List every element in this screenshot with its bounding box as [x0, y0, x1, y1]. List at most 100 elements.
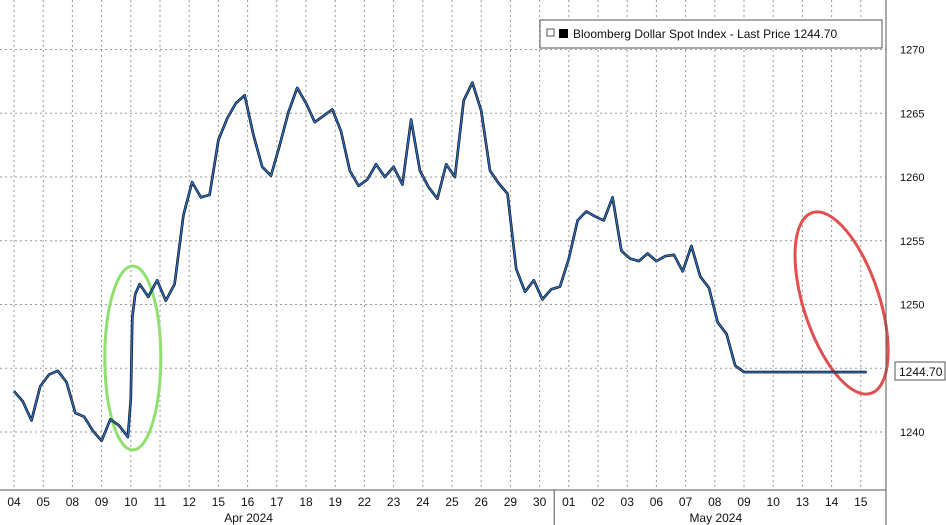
data-point — [165, 300, 167, 302]
x-tick-label: 12 — [183, 495, 197, 509]
x-tick-label: 09 — [95, 495, 109, 509]
data-point — [375, 163, 377, 165]
data-point — [305, 102, 307, 104]
legend-expand-icon[interactable] — [546, 28, 555, 37]
data-point — [559, 286, 561, 288]
x-tick-label: 19 — [329, 495, 343, 509]
x-tick-label: 18 — [299, 495, 313, 509]
data-point — [515, 268, 517, 270]
data-point — [384, 176, 386, 178]
data-point — [393, 166, 395, 168]
x-tick-label: 16 — [241, 495, 255, 509]
data-point — [147, 296, 149, 298]
data-point — [857, 371, 859, 373]
data-point — [410, 119, 412, 121]
data-point — [629, 258, 631, 260]
data-point — [436, 198, 438, 200]
data-point — [235, 102, 237, 104]
data-point — [813, 371, 815, 373]
data-point — [743, 371, 745, 373]
x-tick-label: 08 — [708, 495, 722, 509]
x-tick-label: 17 — [270, 495, 284, 509]
data-point — [296, 87, 298, 89]
data-point — [831, 371, 833, 373]
data-point — [445, 163, 447, 165]
data-point — [66, 381, 68, 383]
data-point — [717, 321, 719, 323]
x-tick-label: 10 — [767, 495, 781, 509]
x-tick-label: 24 — [416, 495, 430, 509]
data-point — [252, 134, 254, 136]
x-tick-label: 06 — [650, 495, 664, 509]
x-tick-label: 01 — [562, 495, 576, 509]
data-point — [156, 279, 158, 281]
x-tick-label: 03 — [621, 495, 635, 509]
data-point — [796, 371, 798, 373]
data-point — [182, 214, 184, 216]
data-point — [822, 371, 824, 373]
data-point — [690, 245, 693, 247]
x-tick-label: 08 — [66, 495, 80, 509]
annotation-ellipse — [793, 210, 890, 396]
data-point — [174, 283, 176, 285]
x-tick-label: 07 — [679, 495, 693, 509]
data-point — [322, 115, 325, 117]
y-tick-label: 1255 — [900, 236, 924, 248]
x-tick-label: 15 — [854, 495, 868, 509]
data-point — [533, 279, 535, 281]
data-point — [848, 371, 850, 373]
data-point — [664, 255, 666, 257]
month-label: May 2024 — [689, 511, 742, 525]
x-tick-label: 29 — [504, 495, 518, 509]
data-point — [708, 287, 710, 289]
data-point — [314, 121, 316, 123]
data-point — [471, 82, 473, 84]
x-tick-label: 04 — [7, 495, 21, 509]
data-point — [139, 283, 141, 285]
data-point — [839, 371, 842, 373]
last-value-tag: 1244.70 — [894, 361, 946, 381]
data-point — [13, 390, 15, 392]
data-point — [30, 419, 33, 422]
data-point — [217, 139, 219, 141]
data-point — [638, 260, 640, 262]
data-point — [778, 371, 780, 373]
data-point — [480, 110, 482, 112]
data-point — [594, 215, 596, 218]
y-tick-label: 1250 — [900, 300, 924, 312]
data-point — [620, 250, 623, 252]
data-point — [279, 144, 281, 146]
data-point — [118, 425, 120, 427]
data-point — [752, 371, 754, 373]
data-point — [226, 117, 228, 119]
x-tick-label: 09 — [737, 495, 751, 509]
data-point — [568, 258, 570, 260]
y-tick-label: 1265 — [900, 108, 924, 120]
data-point — [612, 196, 614, 198]
data-point — [463, 99, 465, 102]
month-label: Apr 2024 — [224, 511, 273, 525]
data-point — [401, 184, 403, 186]
data-point — [419, 170, 421, 172]
data-point — [92, 430, 94, 432]
x-tick-label: 23 — [387, 495, 401, 509]
data-point — [734, 365, 736, 367]
x-tick-label: 02 — [591, 495, 605, 509]
data-point — [769, 371, 771, 373]
data-point — [331, 108, 333, 110]
data-point — [541, 298, 544, 300]
data-point — [699, 275, 701, 277]
data-point — [244, 94, 246, 96]
last-value-label: 1244.70 — [899, 365, 943, 379]
data-point — [550, 288, 552, 290]
data-point — [349, 170, 351, 172]
data-point — [725, 333, 728, 335]
data-point — [760, 371, 763, 373]
data-point — [358, 185, 360, 187]
series-shadow — [13, 81, 867, 443]
legend-label: Bloomberg Dollar Spot Index - Last Price… — [573, 27, 837, 41]
data-point — [498, 182, 500, 184]
x-tick-label: 05 — [37, 495, 51, 509]
